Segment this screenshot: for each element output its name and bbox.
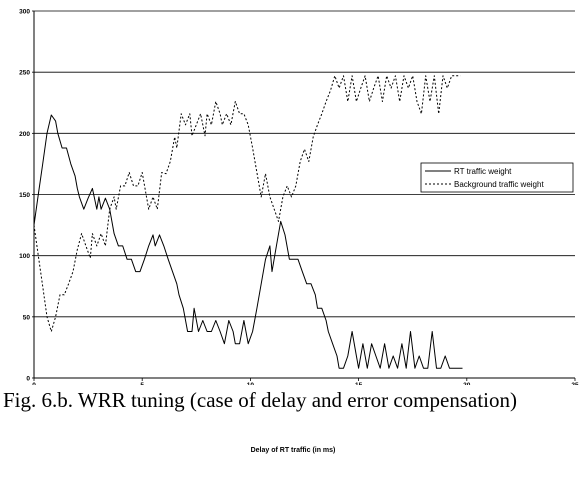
x-tick-label: 15: [355, 382, 363, 385]
x-tick-label: 25: [571, 382, 579, 385]
grid-lines: [34, 10, 575, 318]
y-tick-label: 200: [19, 131, 30, 138]
y-tick-label: 150: [19, 192, 30, 199]
x-tick-labels: 0 5 10 15 20 25: [32, 378, 579, 385]
y-tick-label: 250: [19, 70, 30, 77]
legend-label-background: Background traffic weight: [454, 180, 544, 189]
x-tick-label: 0: [32, 382, 36, 385]
legend-box: [420, 162, 574, 193]
x-tick-label: 20: [463, 382, 471, 385]
x-tick-label: 10: [247, 382, 255, 385]
y-tick-label: 50: [23, 314, 31, 321]
next-figure-label: Delay of RT traffic (in ms): [250, 447, 336, 454]
legend-label-rt: RT traffic weight: [454, 167, 512, 176]
series-lines: [33, 75, 463, 369]
y-tick-label: 0: [26, 376, 30, 383]
chart: 0 50 100 150 200 250 300 0 5 10 15 20 25 RT traffic…: [19, 9, 579, 386]
y-tick-label: 300: [19, 9, 30, 16]
x-tick-label: 5: [140, 382, 144, 385]
legend: RT traffic weight Background traffic wei…: [420, 162, 574, 193]
series-rt-traffic-weight: [33, 114, 463, 369]
figure-caption: Fig. 6.b. WRR tuning (case of delay and …: [3, 388, 517, 412]
y-tick-labels: 0 50 100 150 200 250 300: [19, 9, 34, 383]
y-tick-label: 100: [19, 253, 30, 260]
